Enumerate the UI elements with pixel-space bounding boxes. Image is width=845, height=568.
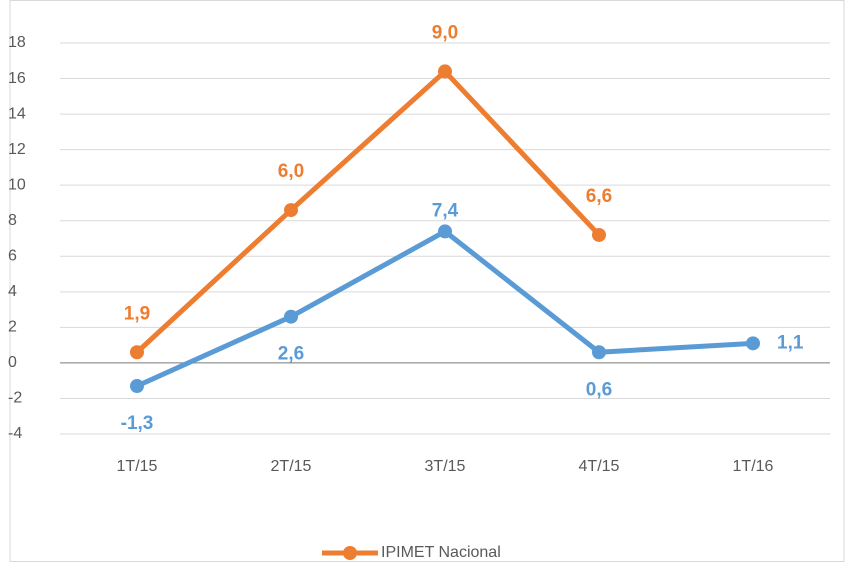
y-tick-label: 14 (8, 105, 26, 122)
data-label: 0,6 (586, 379, 612, 400)
x-tick-label: 4T/15 (579, 458, 620, 475)
point (592, 345, 606, 360)
point (592, 227, 606, 242)
y-tick-label: 0 (8, 354, 17, 371)
point (284, 203, 298, 218)
annotation: 6,0 (278, 161, 304, 182)
annotation: 6,6 (586, 186, 612, 207)
data-label: 7,4 (432, 200, 459, 221)
y-tick-label: 8 (8, 212, 17, 229)
chart-frame (9, 0, 845, 562)
point (438, 224, 452, 239)
series-line (135, 68, 601, 355)
data-label: 2,6 (278, 344, 304, 365)
y-tick-label: -4 (8, 425, 22, 442)
y-tick-label: -2 (8, 390, 22, 407)
legend-marker (343, 546, 357, 560)
y-tick-label: 18 (8, 34, 26, 51)
point (438, 64, 452, 79)
point (284, 309, 298, 324)
data-label: -1,3 (121, 413, 154, 434)
x-tick-label: 1T/15 (117, 458, 158, 475)
annotation: 1,9 (124, 303, 150, 324)
y-tick-label: 2 (8, 319, 17, 336)
y-tick-label: 6 (8, 247, 17, 264)
y-tick-label: 16 (8, 70, 26, 87)
y-tick-label: 4 (8, 283, 17, 300)
x-tick-label: 2T/15 (271, 458, 312, 475)
y-tick-label: 12 (8, 141, 26, 158)
data-label: 1,1 (777, 332, 804, 353)
legend-label: IPIMET Nacional (381, 544, 501, 561)
point (130, 345, 144, 360)
point (130, 379, 144, 394)
x-tick-label: 1T/16 (733, 458, 774, 475)
y-tick-label: 10 (8, 176, 26, 193)
x-tick-label: 3T/15 (425, 458, 466, 475)
point (746, 336, 760, 351)
annotation: 9,0 (432, 22, 458, 43)
